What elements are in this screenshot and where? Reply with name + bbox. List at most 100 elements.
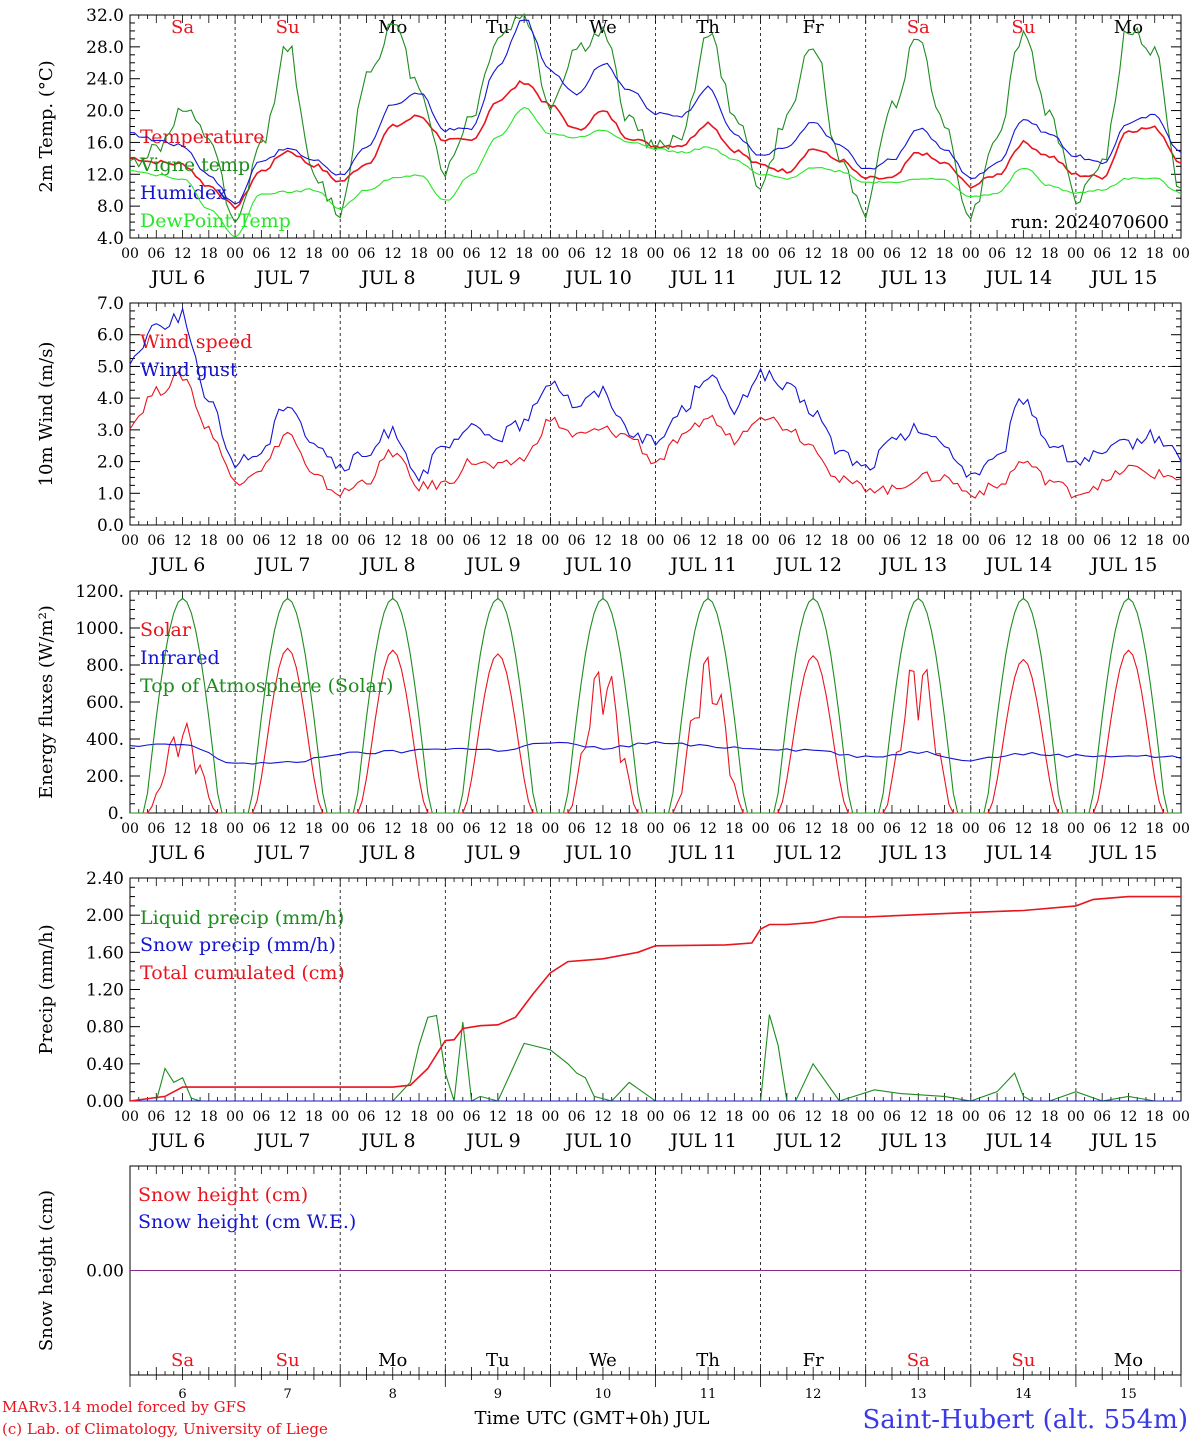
hour-label: 06 [463, 246, 481, 262]
date-label: JUL 10 [563, 1130, 631, 1152]
day-number-label: 10 [595, 1387, 612, 1402]
hour-label: 18 [515, 533, 533, 549]
y-tick-label: 800. [86, 656, 124, 676]
day-number-label: 7 [284, 1387, 292, 1402]
hour-label: 00 [121, 1109, 139, 1125]
hour-label: 00 [541, 821, 559, 837]
y-tick-label: 32.0 [86, 6, 124, 26]
y-tick-label: 2.00 [86, 906, 124, 926]
hour-label: 06 [1093, 1109, 1111, 1125]
date-label: JUL 14 [984, 842, 1052, 864]
hour-label: 00 [962, 533, 980, 549]
weekday-label: Mo [1114, 17, 1143, 38]
day-number-label: 11 [700, 1387, 717, 1402]
hour-label: 06 [988, 821, 1006, 837]
hour-label: 00 [541, 1109, 559, 1125]
hour-label: 00 [121, 533, 139, 549]
weekday-label: Sa [171, 1350, 194, 1371]
hour-label: 00 [331, 533, 349, 549]
hour-label: 00 [1067, 246, 1085, 262]
hour-label: 00 [752, 533, 770, 549]
day-number-label: 14 [1015, 1387, 1032, 1402]
hour-label: 00 [121, 821, 139, 837]
date-label: JUL 13 [879, 1130, 947, 1152]
date-label: JUL 6 [149, 554, 205, 576]
legend-entry: Humidex [140, 182, 227, 204]
date-label: JUL 15 [1089, 267, 1157, 289]
hour-label: 18 [305, 533, 323, 549]
hour-label: 00 [331, 246, 349, 262]
hour-label: 00 [436, 533, 454, 549]
y-tick-label: 1200. [75, 582, 124, 602]
day-number-label: 9 [494, 1387, 502, 1402]
hour-label: 18 [1146, 246, 1164, 262]
hour-label: 06 [568, 821, 586, 837]
y-tick-label: 0.0 [97, 516, 124, 536]
y-tick-label: 6.0 [97, 326, 124, 346]
y-tick-label: 400. [86, 730, 124, 750]
hour-label: 18 [1146, 821, 1164, 837]
station-name: Saint-Hubert (alt. 554m) [862, 1405, 1188, 1435]
y-tick-label: 0.00 [86, 1092, 124, 1112]
series-line [130, 597, 1181, 814]
hour-label: 18 [831, 1109, 849, 1125]
y-tick-label: 1.60 [86, 943, 124, 963]
hour-label: 18 [305, 821, 323, 837]
weekday-label: Fr [803, 17, 824, 38]
hour-label: 18 [725, 533, 743, 549]
hour-label: 12 [384, 821, 402, 837]
snow-panel: 0.00 Snow height (cm) Sa 6 Su 7 Mo 8 Tu 9 We 10 Th 11… [36, 1165, 1182, 1402]
hour-label: 06 [252, 821, 270, 837]
date-label: JUL 8 [359, 842, 415, 864]
weekday-label: Sa [907, 17, 930, 38]
date-label: JUL 13 [879, 267, 947, 289]
hour-label: 18 [200, 1109, 218, 1125]
weekday-label: Mo [378, 1350, 407, 1371]
hour-label: 12 [909, 533, 927, 549]
hour-label: 00 [121, 246, 139, 262]
hour-label: 00 [226, 1109, 244, 1125]
date-label: JUL 9 [464, 1130, 520, 1152]
series-line [129, 106, 1182, 239]
hour-label: 18 [410, 821, 428, 837]
hour-label: 06 [147, 533, 165, 549]
date-label: JUL 9 [464, 842, 520, 864]
weekday-label: Tu [486, 17, 510, 38]
hour-label: 12 [1014, 533, 1032, 549]
weekday-label: Mo [378, 17, 407, 38]
hour-label: 00 [331, 821, 349, 837]
hour-label: 00 [857, 533, 875, 549]
hour-label: 06 [988, 246, 1006, 262]
date-label: JUL 10 [563, 267, 631, 289]
y-tick-label: 4.0 [97, 389, 124, 409]
hour-label: 06 [568, 533, 586, 549]
date-label: JUL 11 [668, 554, 736, 576]
y-tick-label: 1.0 [97, 484, 124, 504]
hour-label: 12 [174, 1109, 192, 1125]
hour-label: 18 [620, 533, 638, 549]
hour-label: 18 [200, 821, 218, 837]
date-label: JUL 6 [149, 267, 205, 289]
date-label: JUL 15 [1089, 842, 1157, 864]
hour-label: 06 [463, 1109, 481, 1125]
date-label: JUL 8 [359, 1130, 415, 1152]
legend-entry: Solar [140, 619, 192, 641]
y-tick-label: 0. [108, 804, 124, 824]
hour-label: 00 [752, 821, 770, 837]
energy-panel: 0. 200. 400. 600. 800. 1000. 1200. Energy fluxe… [36, 582, 1190, 864]
date-label: JUL 14 [984, 267, 1052, 289]
hour-label: 18 [410, 1109, 428, 1125]
weekday-label: Su [276, 1350, 300, 1371]
hour-label: 18 [725, 821, 743, 837]
hour-label: 12 [279, 246, 297, 262]
weekday-label: Th [696, 17, 720, 38]
hour-label: 12 [699, 1109, 717, 1125]
hour-label: 18 [725, 1109, 743, 1125]
hour-label: 18 [515, 246, 533, 262]
y-tick-label: 28.0 [86, 38, 124, 58]
hour-label: 06 [778, 533, 796, 549]
hour-label: 00 [1067, 1109, 1085, 1125]
legend-entry: Wind gust [140, 359, 238, 381]
y-tick-label: 0.40 [86, 1055, 124, 1075]
y-tick-label: 0.80 [86, 1018, 124, 1038]
